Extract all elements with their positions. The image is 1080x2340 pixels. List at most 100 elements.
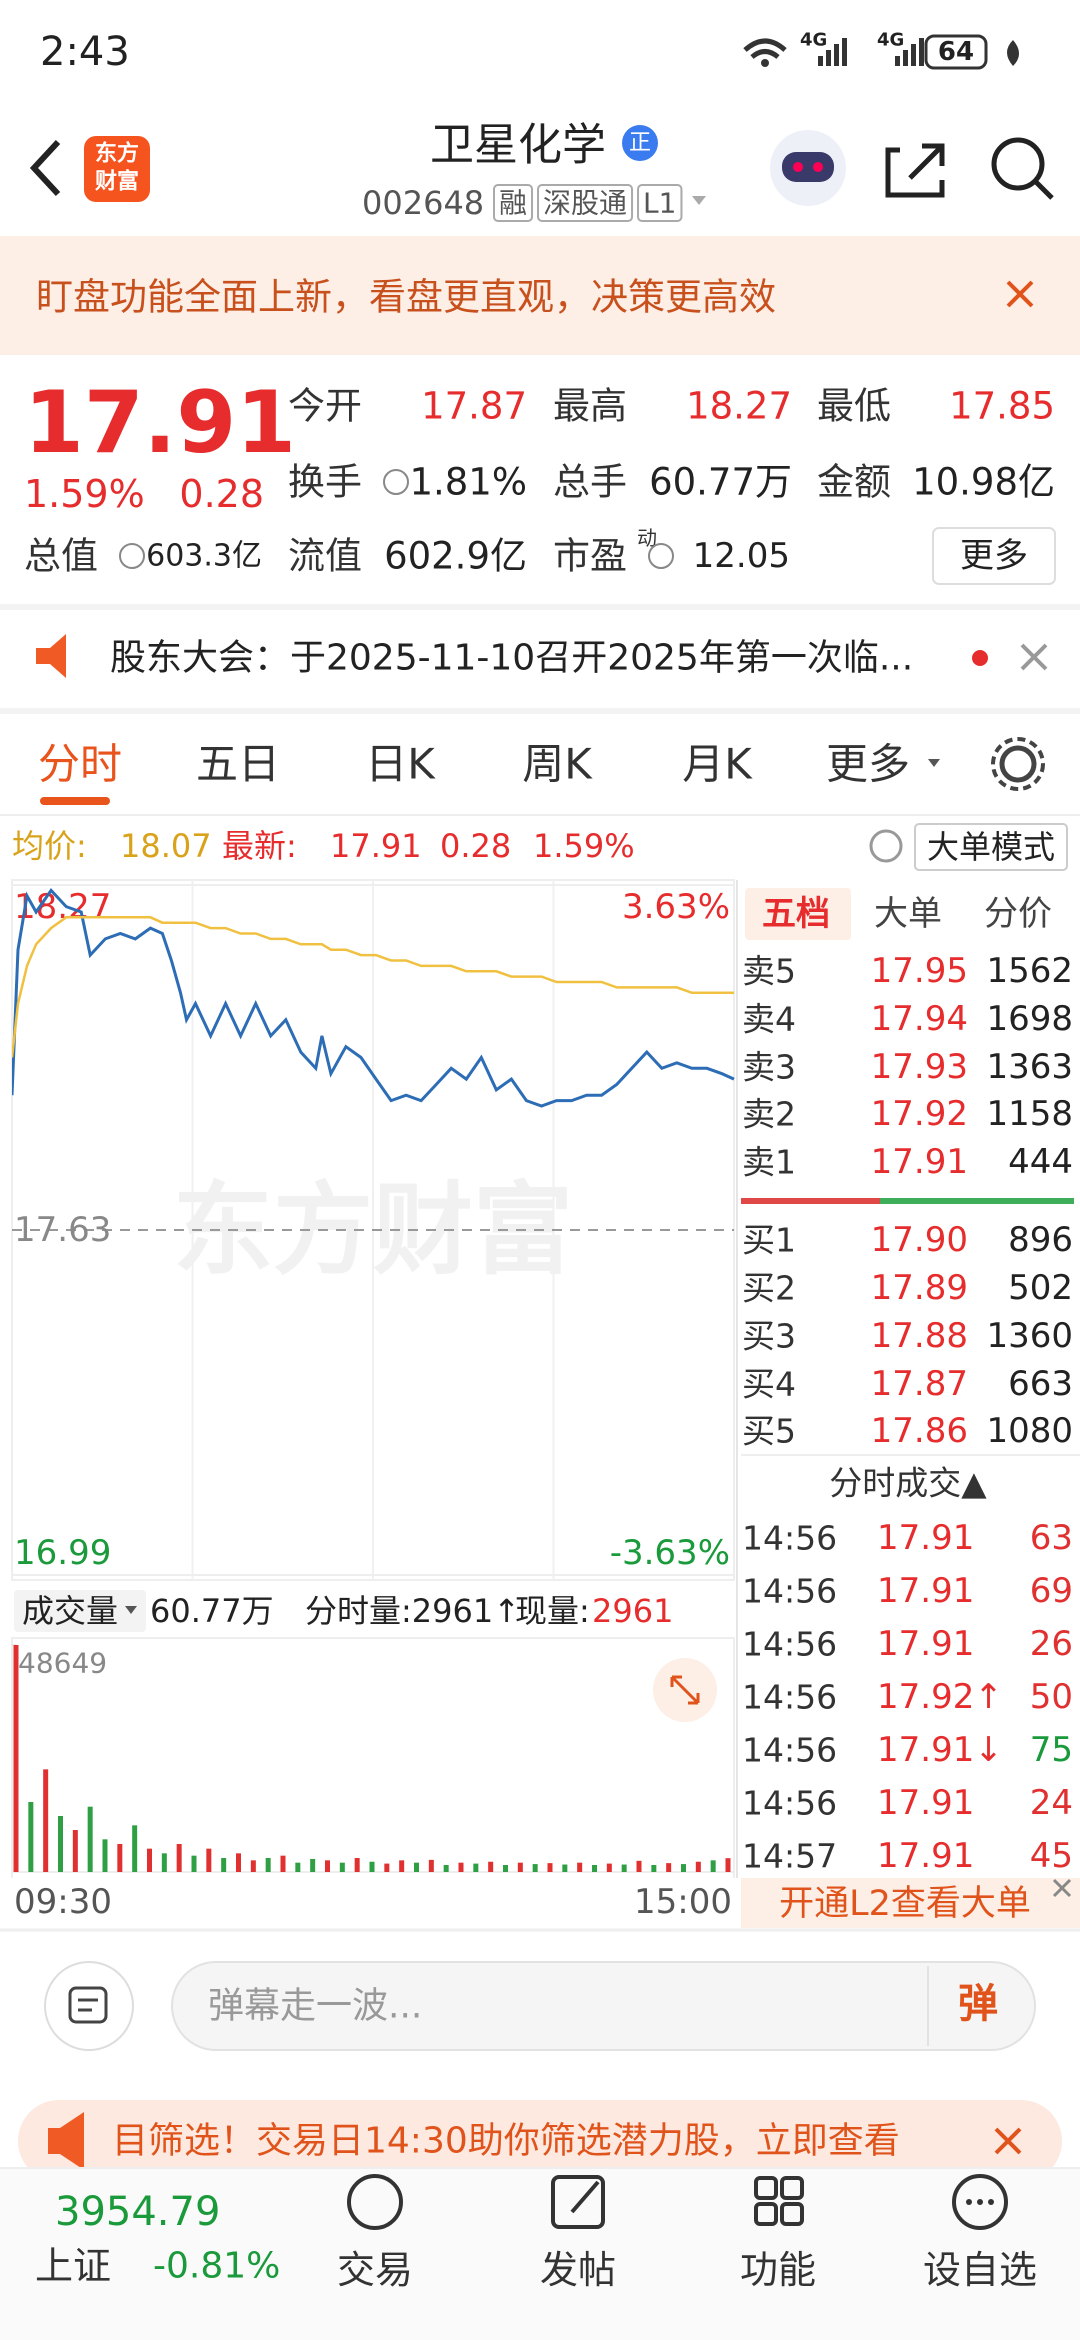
nav-item[interactable]: 设自选 (923, 2248, 1037, 2292)
tag-border (537, 184, 634, 222)
volume-bar (399, 1860, 405, 1872)
help-icon[interactable] (869, 829, 903, 863)
volume-bar (28, 1802, 34, 1872)
mode-label[interactable]: 大单模式 (927, 828, 1055, 866)
bottom-nav-bg (0, 2168, 1080, 2340)
book-label: 卖2 (742, 1095, 796, 1134)
tab[interactable]: 分时 (38, 740, 122, 789)
nav-item[interactable]: 发帖 (540, 2248, 616, 2292)
stat-label: 今开 (288, 385, 362, 428)
danmaku-button[interactable]: 弹 (958, 1981, 998, 2027)
separator (0, 708, 1080, 714)
stat-label: 总手 (553, 461, 627, 504)
volume-bar (369, 1861, 375, 1872)
settings-button[interactable] (991, 737, 1045, 791)
price-line (12, 888, 735, 1108)
notice-text[interactable]: 股东大会：于2025-11-10召开2025年第一次临... (110, 638, 913, 679)
close-l2[interactable] (1052, 1878, 1072, 1898)
comment-placeholder[interactable]: 弹幕走一波... (208, 1986, 422, 2027)
expand-button[interactable] (653, 1658, 717, 1722)
active-tab-bg (745, 888, 851, 940)
book-label: 卖5 (742, 952, 796, 991)
stat-value: 1.81% (409, 461, 527, 504)
more-button-label[interactable]: 更多 (960, 536, 1028, 576)
stock-tag: 深股通 (543, 187, 627, 220)
volume-bar (473, 1863, 479, 1872)
search-button[interactable] (991, 137, 1054, 200)
share-button[interactable] (885, 143, 945, 198)
book-label: 卖4 (742, 1000, 796, 1039)
current-volume: 2961 (592, 1592, 673, 1630)
book-tab[interactable]: 大单 (874, 894, 942, 934)
tab[interactable]: 更多 (826, 740, 910, 789)
trade-volume: 45 (1030, 1836, 1073, 1876)
ratio-bar-bid (880, 1198, 1074, 1204)
book-price: 17.86 (871, 1411, 968, 1451)
avg-label: 均价: (12, 827, 87, 865)
close-notice[interactable] (1020, 643, 1048, 671)
index-change[interactable]: -0.81% (153, 2246, 280, 2287)
nav-item[interactable]: 交易 (337, 2248, 413, 2292)
book-tab[interactable]: 五档 (762, 894, 830, 934)
logo[interactable] (84, 136, 150, 202)
trade-time: 14:56 (742, 1625, 837, 1664)
y2-tick-label: 3.63% (622, 887, 730, 927)
y2-tick-label: -3.63% (610, 1533, 730, 1573)
tab[interactable]: 五日 (196, 740, 280, 789)
l2-banner[interactable]: 开通L2查看大单 (779, 1884, 1031, 1924)
volume-bar (384, 1863, 390, 1872)
book-price: 17.87 (871, 1364, 968, 1404)
volume-selector[interactable] (14, 1590, 146, 1632)
logo-text: 财富 (95, 169, 139, 195)
close-banner[interactable] (1006, 280, 1034, 308)
stat-value: 12.05 (693, 536, 790, 576)
tab[interactable]: 周K (522, 740, 593, 789)
volume-bar (58, 1816, 63, 1872)
y-tick-label: 17.63 (14, 1210, 111, 1250)
comment-input[interactable] (171, 1961, 1036, 2051)
book-label: 买5 (742, 1412, 796, 1451)
volume-bar (681, 1864, 686, 1872)
volume-bar (221, 1858, 227, 1872)
volume-bar (695, 1861, 701, 1872)
close-ad[interactable] (994, 2127, 1022, 2155)
assistant-icon[interactable] (770, 130, 846, 206)
more-button[interactable] (932, 527, 1056, 585)
comment-settings[interactable] (44, 1961, 134, 2051)
volume-bar (310, 1858, 316, 1872)
badge-bg (622, 125, 658, 161)
trade-price: 17.91 (877, 1624, 974, 1664)
banner-text[interactable]: 盯盘功能全面上新，看盘更直观，决策更高效 (36, 276, 776, 319)
stock-tag: 融 (499, 187, 527, 220)
battery-level: 64 (938, 37, 974, 67)
ad-text[interactable]: 目筛选！交易日14:30助你筛选潜力股，立即查看 (112, 2121, 900, 2162)
back-button[interactable] (29, 139, 61, 197)
index-name[interactable]: 上证 (35, 2244, 111, 2288)
trade-volume: 63 (1030, 1518, 1073, 1558)
book-label: 卖3 (742, 1048, 796, 1087)
tab[interactable]: 日K (365, 740, 436, 789)
book-price: 17.88 (871, 1316, 968, 1356)
book-volume: 1158 (986, 1094, 1073, 1134)
ad-bg[interactable] (18, 2100, 1062, 2182)
mode-button[interactable] (914, 823, 1068, 871)
ad-icon (48, 2112, 84, 2170)
l2-banner-bg[interactable] (741, 1878, 1080, 1928)
index-value[interactable]: 3954.79 (55, 2189, 220, 2235)
book-tab[interactable]: 分价 (984, 894, 1052, 934)
tab[interactable]: 月K (682, 740, 753, 789)
volume-label[interactable]: 成交量 (22, 1592, 118, 1630)
volume-bar (339, 1862, 345, 1872)
tag-border (493, 184, 534, 222)
trades-title[interactable]: 分时成交▲ (829, 1464, 987, 1503)
volume-bar (13, 1645, 19, 1872)
ratio-bar-ask (741, 1198, 880, 1204)
nav-item[interactable]: 功能 (740, 2248, 816, 2292)
status-icons (743, 34, 1019, 70)
dropdown[interactable] (692, 196, 706, 205)
volume-bar (132, 1825, 138, 1872)
book-label: 卖1 (742, 1143, 796, 1182)
volume-bar (666, 1863, 672, 1872)
trade-price: 17.91 (877, 1783, 974, 1823)
